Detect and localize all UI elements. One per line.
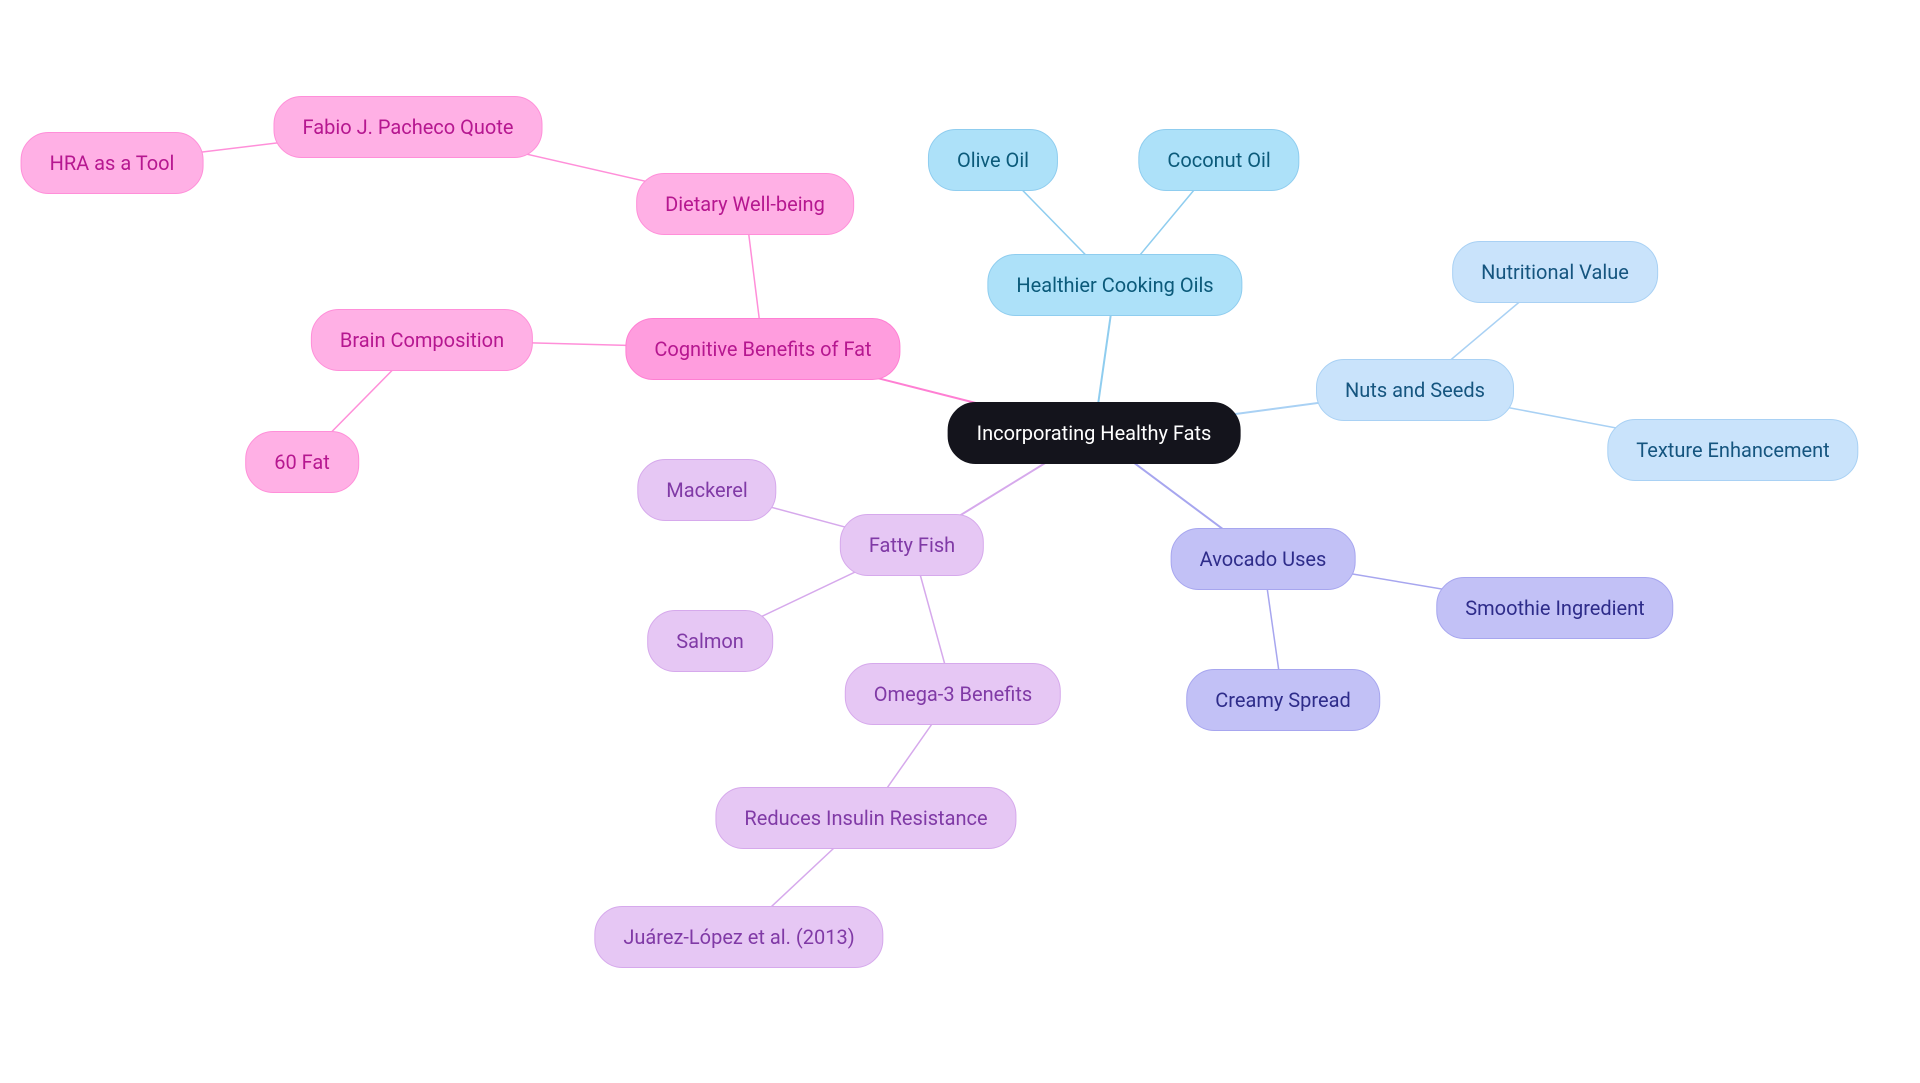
- node-spread[interactable]: Creamy Spread: [1186, 669, 1380, 731]
- node-label: Smoothie Ingredient: [1465, 596, 1644, 620]
- node-nutval[interactable]: Nutritional Value: [1452, 241, 1658, 303]
- node-root[interactable]: Incorporating Healthy Fats: [948, 402, 1241, 464]
- node-label: Reduces Insulin Resistance: [744, 806, 987, 830]
- node-label: Salmon: [676, 629, 744, 653]
- node-label: Nutritional Value: [1481, 260, 1629, 284]
- node-label: Healthier Cooking Oils: [1016, 273, 1213, 297]
- node-mackerel[interactable]: Mackerel: [637, 459, 776, 521]
- node-label: Cognitive Benefits of Fat: [654, 337, 871, 361]
- node-olive[interactable]: Olive Oil: [928, 129, 1058, 191]
- node-label: Dietary Well-being: [665, 192, 825, 216]
- node-sixtyfat[interactable]: 60 Fat: [245, 431, 359, 493]
- node-smoothie[interactable]: Smoothie Ingredient: [1436, 577, 1673, 639]
- node-coconut[interactable]: Coconut Oil: [1138, 129, 1299, 191]
- node-label: Nuts and Seeds: [1345, 378, 1485, 402]
- node-label: Creamy Spread: [1215, 688, 1351, 712]
- node-label: Incorporating Healthy Fats: [977, 421, 1212, 445]
- node-pacheco[interactable]: Fabio J. Pacheco Quote: [274, 96, 543, 158]
- node-brain[interactable]: Brain Composition: [311, 309, 533, 371]
- node-label: HRA as a Tool: [50, 151, 175, 175]
- node-nuts[interactable]: Nuts and Seeds: [1316, 359, 1514, 421]
- node-wellbeing[interactable]: Dietary Well-being: [636, 173, 854, 235]
- node-insulin[interactable]: Reduces Insulin Resistance: [715, 787, 1016, 849]
- node-juarez[interactable]: Juárez-López et al. (2013): [594, 906, 883, 968]
- node-label: Olive Oil: [957, 148, 1029, 172]
- node-texture[interactable]: Texture Enhancement: [1607, 419, 1858, 481]
- node-label: Texture Enhancement: [1636, 438, 1829, 462]
- node-fish[interactable]: Fatty Fish: [840, 514, 984, 576]
- node-cooking[interactable]: Healthier Cooking Oils: [987, 254, 1242, 316]
- node-cognitive[interactable]: Cognitive Benefits of Fat: [625, 318, 900, 380]
- node-label: Fatty Fish: [869, 533, 955, 557]
- node-label: 60 Fat: [274, 450, 330, 474]
- node-omega[interactable]: Omega-3 Benefits: [845, 663, 1061, 725]
- node-avocado[interactable]: Avocado Uses: [1171, 528, 1356, 590]
- node-label: Avocado Uses: [1200, 547, 1327, 571]
- node-salmon[interactable]: Salmon: [647, 610, 773, 672]
- node-label: Fabio J. Pacheco Quote: [303, 115, 514, 139]
- node-label: Omega-3 Benefits: [874, 682, 1032, 706]
- node-label: Brain Composition: [340, 328, 504, 352]
- node-hra[interactable]: HRA as a Tool: [21, 132, 204, 194]
- node-label: Juárez-López et al. (2013): [623, 925, 854, 949]
- node-label: Mackerel: [666, 478, 747, 502]
- node-label: Coconut Oil: [1167, 148, 1270, 172]
